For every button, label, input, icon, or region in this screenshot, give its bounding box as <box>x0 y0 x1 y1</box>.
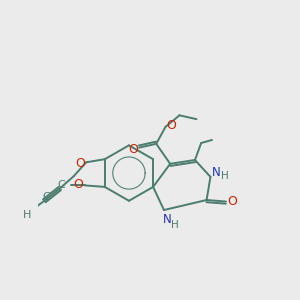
Text: N: N <box>163 213 171 226</box>
Text: H: H <box>23 210 32 220</box>
Text: C: C <box>58 180 65 190</box>
Text: O: O <box>74 178 83 191</box>
Text: O: O <box>227 195 237 208</box>
Text: O: O <box>166 119 176 132</box>
Text: C: C <box>42 192 50 202</box>
Text: H: H <box>220 171 228 181</box>
Text: H: H <box>171 220 179 230</box>
Text: O: O <box>128 143 138 156</box>
Text: N: N <box>212 166 220 179</box>
Text: O: O <box>75 157 85 170</box>
